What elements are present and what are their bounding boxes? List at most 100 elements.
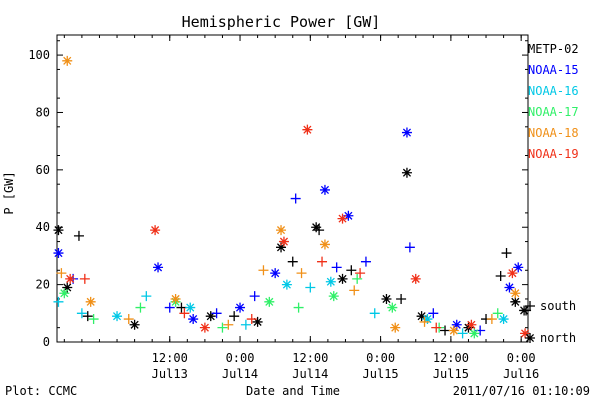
data-point	[170, 293, 181, 304]
marker-south	[501, 248, 512, 259]
marker-south	[223, 319, 234, 330]
data-point	[56, 268, 67, 279]
marker-south	[53, 296, 64, 307]
data-point	[501, 248, 512, 259]
marker-north	[319, 184, 330, 195]
marker-north	[62, 55, 73, 66]
data-point	[296, 268, 307, 279]
data-point	[317, 256, 328, 267]
data-point	[188, 314, 199, 325]
data-point	[416, 311, 427, 322]
marker-south	[246, 314, 257, 325]
series-noaa-19	[65, 124, 531, 339]
data-point	[211, 308, 222, 319]
data-point	[223, 319, 234, 330]
data-point	[281, 279, 292, 290]
marker-south	[123, 314, 134, 325]
data-point	[486, 314, 497, 325]
data-point	[205, 311, 216, 322]
data-point	[276, 225, 287, 236]
data-point	[311, 222, 322, 233]
data-point	[396, 293, 407, 304]
marker-north	[235, 302, 246, 313]
marker-north	[469, 328, 480, 339]
marker-north	[390, 322, 401, 333]
marker-north	[325, 276, 336, 287]
marker-north	[281, 279, 292, 290]
marker-south	[428, 308, 439, 319]
marker-south	[179, 308, 190, 319]
marker-south	[331, 262, 342, 273]
x-tick-label-time-4: 12:00	[433, 351, 469, 365]
data-points	[53, 55, 532, 339]
data-point	[53, 296, 64, 307]
legend-marker-south	[525, 301, 535, 311]
marker-north	[401, 127, 412, 138]
marker-south	[290, 193, 301, 204]
marker-south	[525, 301, 535, 311]
data-point	[249, 291, 260, 302]
marker-south	[352, 273, 363, 284]
legend-marker-north	[525, 333, 535, 343]
marker-south	[317, 256, 328, 267]
data-point	[302, 124, 313, 135]
marker-north	[85, 296, 96, 307]
data-point	[53, 225, 64, 236]
data-point	[270, 268, 281, 279]
marker-north	[410, 273, 421, 284]
data-point	[337, 273, 348, 284]
marker-north	[199, 322, 210, 333]
y-tick-label-40: 40	[36, 220, 50, 234]
data-point	[235, 302, 246, 313]
marker-south	[56, 268, 67, 279]
marker-north	[387, 302, 398, 313]
marker-north	[185, 302, 196, 313]
marker-north	[62, 282, 73, 293]
data-point	[337, 213, 348, 224]
marker-north	[153, 262, 164, 273]
marker-north	[59, 288, 70, 299]
legend-label-north: north	[540, 331, 576, 345]
data-point	[422, 314, 433, 325]
data-point	[53, 248, 64, 259]
marker-south	[88, 314, 99, 325]
data-point	[343, 210, 354, 221]
data-point	[135, 302, 146, 313]
marker-north	[276, 242, 287, 253]
marker-south	[396, 293, 407, 304]
data-point	[319, 239, 330, 250]
marker-south	[360, 256, 371, 267]
marker-south	[82, 311, 93, 322]
data-point	[217, 322, 228, 333]
data-point	[59, 288, 70, 299]
marker-south	[141, 291, 152, 302]
marker-north	[510, 296, 521, 307]
data-point	[278, 236, 289, 247]
marker-north	[150, 225, 161, 236]
data-point	[520, 328, 531, 339]
data-point	[276, 242, 287, 253]
marker-south	[76, 308, 87, 319]
data-point	[314, 225, 325, 236]
data-point	[346, 265, 357, 276]
marker-north	[451, 319, 462, 330]
data-point	[150, 225, 161, 236]
marker-south	[293, 302, 304, 313]
marker-north	[129, 319, 140, 330]
data-point	[240, 319, 251, 330]
data-point	[164, 302, 175, 313]
marker-south	[229, 311, 240, 322]
data-point	[293, 302, 304, 313]
marker-north	[498, 314, 509, 325]
legend: METP-02 NOAA-15 NOAA-16 NOAA-17 NOAA-18 NOAA-…	[525, 42, 579, 345]
data-point	[258, 265, 269, 276]
y-tick-label-60: 60	[36, 163, 50, 177]
data-point	[440, 325, 451, 336]
data-point	[305, 282, 316, 293]
marker-north	[525, 333, 535, 343]
marker-south	[355, 268, 366, 279]
marker-north	[270, 268, 281, 279]
marker-north	[311, 222, 322, 233]
y-tick-label-100: 100	[28, 48, 50, 62]
